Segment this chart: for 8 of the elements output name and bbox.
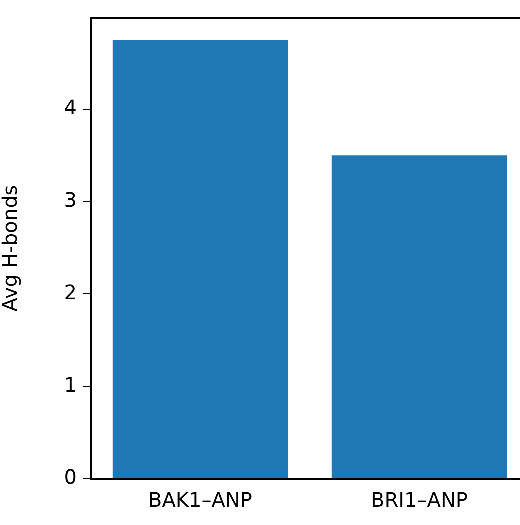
x-tick-label: BAK1–ANP xyxy=(148,488,252,512)
y-tick-label: 3 xyxy=(64,188,77,212)
y-tick-label: 2 xyxy=(64,280,77,304)
y-tick-label: 1 xyxy=(64,372,77,397)
y-tick-label: 4 xyxy=(64,96,77,120)
y-tick-label: 0 xyxy=(64,465,77,490)
x-tick-label: BRI1–ANP xyxy=(371,488,468,512)
y-axis-title: Avg H-bonds xyxy=(0,185,22,312)
